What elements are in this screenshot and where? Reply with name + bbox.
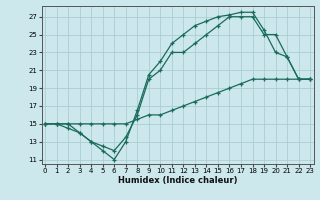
X-axis label: Humidex (Indice chaleur): Humidex (Indice chaleur) — [118, 176, 237, 185]
